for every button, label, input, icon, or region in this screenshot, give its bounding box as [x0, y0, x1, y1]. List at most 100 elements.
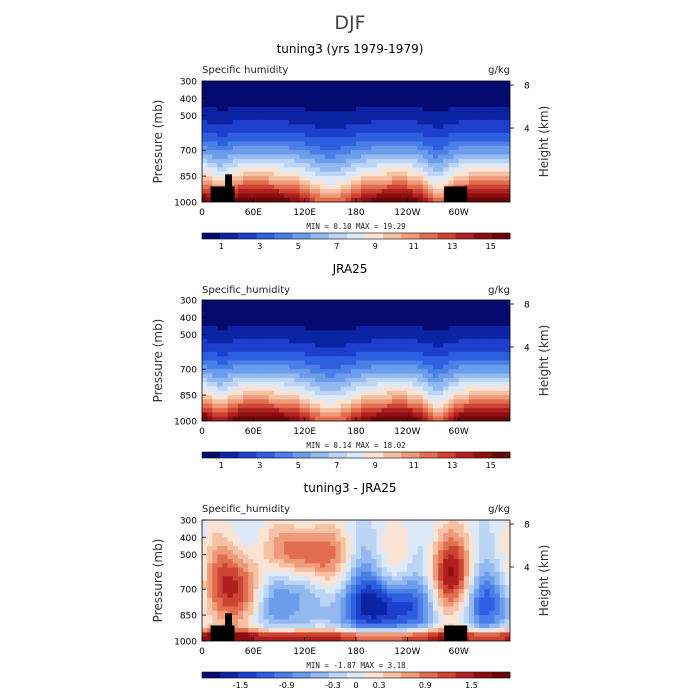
heatmap-cell [268, 528, 275, 534]
heatmap-cell [232, 317, 239, 323]
heatmap-cell [417, 360, 424, 366]
heatmap-cell [335, 304, 342, 310]
heatmap-cell [263, 360, 270, 366]
heatmap-cell [361, 102, 367, 108]
heatmap-cell [448, 610, 455, 616]
heatmap-cell [350, 589, 357, 595]
heatmap-cell [474, 119, 480, 125]
y2-axis-title: Height (km) [537, 106, 551, 177]
heatmap-cell [263, 602, 270, 608]
heatmap-cell [417, 334, 424, 340]
heatmap-cell [376, 124, 383, 130]
heatmap-cell [232, 150, 239, 156]
heatmap-cell [499, 137, 506, 143]
heatmap-cell [350, 137, 357, 143]
heatmap-cell [217, 167, 224, 173]
heatmap-cell [345, 360, 352, 366]
heatmap-cell [294, 150, 301, 156]
heatmap-cell [422, 632, 429, 638]
heatmap-cell [243, 137, 249, 143]
heatmap-cell [433, 351, 439, 357]
heatmap-cell [504, 154, 510, 160]
heatmap-cell [320, 338, 326, 344]
heatmap-cell [448, 132, 455, 138]
heatmap-cell [207, 89, 213, 95]
heatmap-cell [222, 132, 229, 138]
heatmap-cell [433, 145, 439, 151]
heatmap-cell [376, 141, 383, 147]
heatmap-cell [402, 563, 408, 569]
heatmap-cell [361, 520, 367, 525]
heatmap-cell [330, 545, 337, 551]
heatmap-cell [366, 119, 372, 125]
heatmap-cell [232, 537, 239, 543]
heatmap-cell [217, 141, 224, 147]
heatmap-cell [376, 567, 383, 573]
heatmap-cell [412, 593, 419, 599]
heatmap-cell [366, 615, 372, 620]
heatmap-cell [335, 330, 342, 336]
heatmap-cell [443, 528, 449, 534]
heatmap-cell [253, 606, 260, 612]
heatmap-cell [202, 334, 208, 340]
heatmap-cell [402, 528, 408, 534]
heatmap-cell [361, 390, 367, 396]
heatmap-cell [258, 312, 265, 318]
heatmap-cell [294, 584, 301, 590]
heatmap-cell [207, 330, 213, 336]
heatmap-cell [356, 364, 362, 370]
heatmap-cell [371, 189, 378, 194]
heatmap-cell [248, 576, 254, 582]
heatmap-cell [371, 382, 378, 388]
heatmap-cell [412, 304, 419, 310]
heatmap-cell [217, 89, 224, 95]
heatmap-cell [391, 154, 398, 160]
heatmap-cell [304, 576, 311, 582]
heatmap-cell [314, 636, 321, 641]
heatmap-cell [479, 412, 485, 418]
heatmap-cell [484, 81, 491, 86]
heatmap-cell [232, 628, 239, 633]
heatmap-cell [243, 524, 249, 530]
heatmap-cell [356, 317, 362, 323]
heatmap-cell [489, 180, 496, 186]
heatmap-cell [289, 382, 295, 388]
heatmap-cell [504, 356, 510, 362]
heatmap-cell [222, 520, 229, 525]
heatmap-cell [494, 98, 501, 104]
heatmap-cell [273, 558, 280, 564]
heatmap-cell [361, 89, 367, 95]
heatmap-cell [237, 171, 244, 177]
heatmap-cell [361, 636, 367, 641]
heatmap-cell [253, 623, 260, 629]
heatmap-cell [248, 180, 254, 186]
heatmap-cell [232, 408, 239, 413]
heatmap-cell [489, 167, 496, 173]
heatmap-cell [474, 403, 480, 409]
heatmap-cell [217, 154, 224, 160]
heatmap-cell [417, 102, 424, 108]
heatmap-cell [494, 158, 501, 164]
heatmap-cell [314, 550, 321, 556]
heatmap-cell [248, 106, 254, 112]
heatmap-cell [273, 321, 280, 327]
heatmap-cell [391, 167, 398, 173]
heatmap-cell [258, 343, 265, 349]
heatmap-cell [433, 576, 439, 582]
heatmap-cell [458, 98, 465, 104]
heatmap-cell [268, 416, 275, 421]
heatmap-cell [489, 163, 496, 169]
heatmap-cell [361, 334, 367, 340]
heatmap-cell [248, 321, 254, 327]
heatmap-cell [504, 171, 510, 177]
heatmap-cell [504, 382, 510, 388]
heatmap-cell [289, 528, 295, 534]
heatmap-cell [273, 395, 280, 400]
heatmap-cell [361, 610, 367, 616]
heatmap-cell [504, 150, 510, 156]
heatmap-cell [371, 528, 378, 534]
heatmap-cell [299, 416, 306, 421]
heatmap-cell [202, 325, 208, 331]
heatmap-cell [458, 403, 465, 409]
